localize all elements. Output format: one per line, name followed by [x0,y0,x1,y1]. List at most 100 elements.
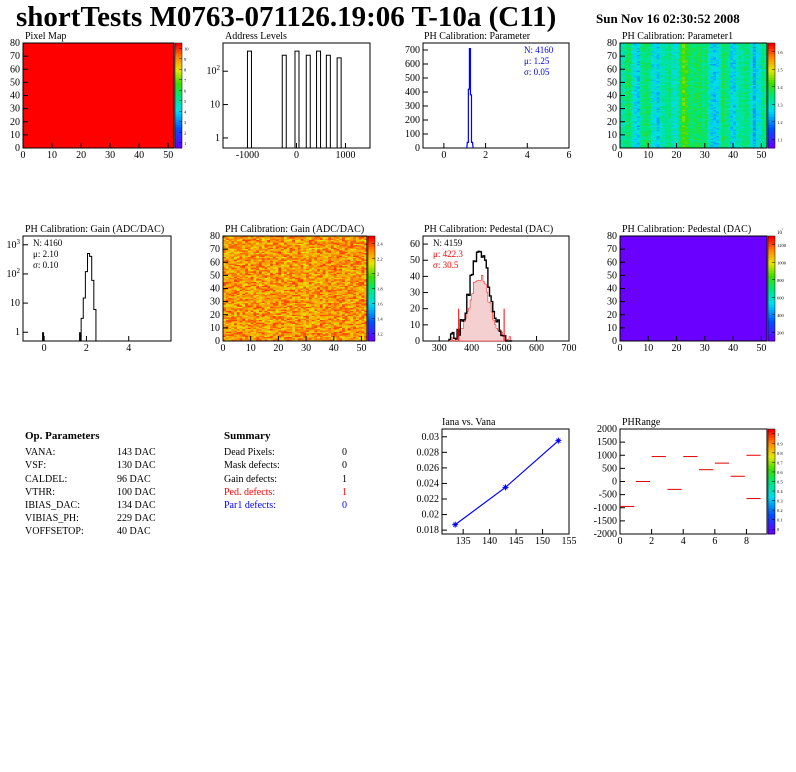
heatmap-cell [622,116,626,119]
heatmap-cell [651,69,655,71]
heatmap-cell [622,54,626,57]
heatmap-cell [704,133,708,136]
heatmap-cell [625,127,629,129]
heatmap-cell [707,128,711,130]
heatmap-cell [750,146,754,149]
heatmap-cell [668,67,672,70]
heatmap-cell [668,60,672,62]
heatmap-cell [761,74,765,77]
heatmap-cell [713,102,717,104]
heatmap-cell [636,90,641,92]
heatmap-cell [758,90,762,92]
heatmap-cell [744,120,748,123]
heatmap-cell [704,129,708,132]
heatmap-cell [693,140,697,142]
heatmap-cell [733,46,737,49]
heatmap-cell [755,103,759,105]
heatmap-cell [236,312,240,314]
heatmap-cell [693,116,697,119]
heatmap-cell [662,121,666,124]
heatmap-cell [747,86,751,88]
heatmap-cell [620,86,624,88]
heatmap-cell [670,102,675,104]
heatmap-cell [696,69,700,71]
heatmap-cell [682,71,686,74]
heatmap-cell [668,112,672,115]
heatmap-cell [721,125,725,128]
heatmap-cell [721,98,725,100]
heatmap-cell [648,71,652,74]
heatmap-cell [690,145,694,147]
heatmap-cell [673,106,677,108]
heatmap-cell [665,83,669,86]
heatmap-cell [631,48,635,50]
heatmap-cell [764,120,768,123]
heatmap-cell [662,125,666,128]
heatmap-cell [701,62,706,65]
heatmap-cell [690,92,694,95]
heatmap-cell [730,108,734,111]
heatmap-cell [236,237,240,239]
heatmap-cell [620,54,624,57]
heatmap-cell [716,123,720,125]
heatmap-cell [721,74,725,77]
heatmap-cell [724,117,728,120]
heatmap-cell [687,99,691,102]
heatmap-cell [622,65,626,67]
heatmap-cell [693,141,697,144]
heatmap-cell [676,66,680,69]
heatmap-cell [747,70,751,73]
heatmap-cell [631,124,635,126]
heatmap-cell [696,56,700,58]
heatmap-cell [625,78,629,81]
heatmap-cell [761,62,765,65]
heatmap-cell [653,87,658,90]
heatmap-cell [735,106,740,108]
row-value: 1 [342,486,347,498]
heatmap-cell [679,125,683,128]
heatmap-cell [733,145,737,147]
heatmap-cell [750,127,754,129]
heatmap-cell [656,54,660,57]
heatmap-cell [690,108,694,111]
heatmap-cell [223,326,227,329]
heatmap-cell [236,299,240,301]
heatmap-cell [724,116,728,119]
heatmap-cell [730,71,734,74]
heatmap-cell [761,92,765,95]
heatmap-cell [225,314,229,317]
heatmap-cell [733,132,737,134]
heatmap-cell [690,78,694,81]
heatmap-cell [676,43,680,45]
heatmap-cell [730,102,734,104]
heatmap-cell [764,66,768,69]
heatmap-cell [707,69,711,71]
heatmap-cell [738,142,742,145]
heatmap-cell [223,302,227,305]
heatmap-cell [656,128,660,130]
heatmap-cell [651,104,655,107]
heatmap-cell [653,121,658,124]
heatmap-cell [718,113,723,116]
heatmap-cell [752,74,756,77]
colorbar-cell [175,134,182,138]
heatmap-cell [718,111,723,113]
heatmap-cell [724,99,728,102]
heatmap-cell [653,69,658,71]
heatmap-cell [636,104,641,107]
heatmap-cell [634,66,638,69]
heatmap-cell [724,132,728,134]
heatmap-cell [228,323,232,326]
row-value: 96 DAC [117,473,151,485]
heatmap-cell [642,145,646,147]
heatmap-cell [670,138,675,141]
heatmap-cell [634,74,638,77]
heatmap-cell [699,130,703,133]
table-row: VTHR: 100 DAC [25,486,195,499]
heatmap-cell [642,112,646,115]
heatmap-cell [727,137,731,140]
heatmap-cell [730,106,734,108]
heatmap-cell [653,46,658,49]
heatmap-cell [713,75,717,78]
heatmap-cell [744,57,748,60]
